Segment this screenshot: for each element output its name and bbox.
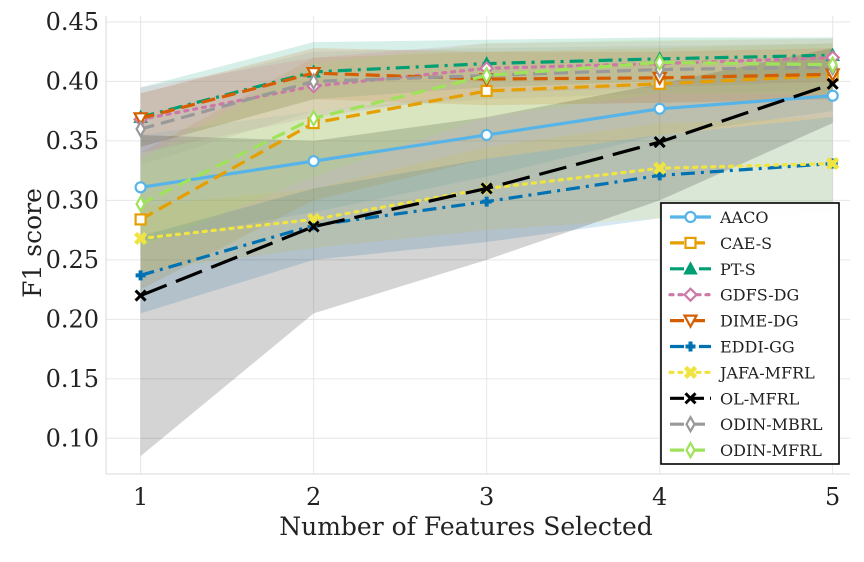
x-tick-label: 3 — [479, 483, 494, 511]
y-tick-label: 0.20 — [46, 305, 99, 333]
legend-item-jafa-mfrl: JAFA-MFRL — [668, 363, 815, 382]
y-tick-label: 0.25 — [46, 246, 99, 274]
legend-marker — [682, 287, 699, 303]
legend-item-pt-s: PT-S — [670, 260, 756, 279]
legend-marker — [683, 261, 698, 275]
point-ol-mfrl — [134, 289, 147, 302]
y-tick-label: 0.35 — [46, 127, 99, 155]
legend-item-cae-s: CAE-S — [670, 234, 772, 253]
point-ol-mfrl — [480, 182, 493, 195]
point-jafa-mfrl — [653, 161, 667, 175]
x-tick-label: 4 — [652, 483, 667, 511]
legend-label: DIME-DG — [720, 312, 799, 331]
point-cae-s — [480, 84, 493, 98]
point-dime-dg — [132, 112, 149, 127]
legend-label: OL-MFRL — [720, 389, 800, 408]
legend-marker — [685, 440, 696, 460]
point-odin-mbrl — [135, 119, 146, 139]
legend-marker — [684, 210, 697, 224]
y-tick-label: 0.45 — [46, 8, 99, 36]
point-eddi-gg — [481, 196, 492, 207]
point-odin-mfrl — [135, 194, 146, 214]
point-cae-s — [134, 213, 147, 226]
point-odin-mfrl — [654, 53, 665, 72]
y-tick-label: 0.10 — [46, 424, 99, 452]
point-odin-mfrl — [308, 109, 319, 128]
series-aaco — [134, 89, 839, 194]
y-tick-label: 0.40 — [46, 67, 99, 95]
y-tick-label: 0.30 — [46, 186, 99, 214]
legend-label: EDDI-GG — [720, 338, 795, 357]
point-aaco — [653, 102, 666, 115]
legend-marker — [683, 365, 698, 379]
legend-marker — [684, 392, 697, 405]
legend-label: JAFA-MFRL — [718, 363, 815, 382]
legend: AACO CAE-S PT-S GDFS-DG DIME-DG EDDI-GG JAFA-M… — [660, 202, 840, 465]
legend-marker — [682, 314, 699, 329]
point-eddi-gg — [654, 170, 665, 181]
point-jafa-mfrl — [826, 156, 840, 171]
series-ol-mfrl — [134, 77, 839, 302]
x-axis-label: Number of Features Selected — [279, 512, 653, 541]
x-tick-label: 5 — [825, 483, 840, 511]
point-jafa-mfrl — [134, 231, 148, 246]
point-odin-mbrl — [308, 72, 319, 91]
point-aaco — [480, 128, 493, 142]
point-ol-mfrl — [653, 136, 666, 149]
legend-marker — [684, 236, 697, 249]
legend-label: GDFS-DG — [720, 286, 799, 305]
line-odin-mfrl — [139, 60, 833, 206]
point-aaco — [826, 89, 839, 102]
line-cae-s — [139, 73, 833, 221]
point-odin-mfrl — [481, 66, 492, 85]
point-aaco — [134, 181, 147, 194]
x-tick-label: 1 — [133, 483, 148, 511]
legend-marker — [685, 414, 696, 434]
legend-label: ODIN-MFRL — [720, 441, 822, 460]
point-eddi-gg — [135, 270, 146, 281]
legend-marker — [685, 341, 696, 352]
legend-item-odin-mfrl: ODIN-MFRL — [670, 440, 822, 460]
legend-item-aaco: AACO — [670, 208, 768, 227]
band-ol-mfrl — [140, 48, 833, 457]
band-jafa-mfrl — [140, 117, 833, 272]
legend-label: PT-S — [720, 260, 756, 279]
point-aaco — [307, 155, 320, 168]
legend-item-ol-mfrl: OL-MFRL — [670, 389, 800, 408]
legend-label: ODIN-MBRL — [720, 415, 823, 434]
legend-item-eddi-gg: EDDI-GG — [670, 338, 795, 357]
point-ol-mfrl — [826, 77, 839, 90]
legend-item-dime-dg: DIME-DG — [670, 312, 799, 331]
series-lines — [132, 47, 841, 302]
point-odin-mfrl — [827, 55, 838, 74]
x-tick-label: 2 — [306, 483, 321, 511]
series-odin-mfrl — [135, 53, 838, 214]
point-ol-mfrl — [307, 220, 320, 233]
y-tick-label: 0.15 — [46, 365, 99, 393]
legend-label: AACO — [719, 208, 768, 227]
axes: 1 2 3 4 5 0.10 0.15 0.20 0.25 0.30 0.35 0.40 0.45 — [46, 8, 850, 511]
legend-label: CAE-S — [720, 234, 772, 253]
y-axis-label: F1 score — [18, 188, 47, 298]
legend-item-odin-mbrl: ODIN-MBRL — [670, 414, 823, 434]
legend-item-gdfs-dg: GDFS-DG — [668, 286, 799, 305]
